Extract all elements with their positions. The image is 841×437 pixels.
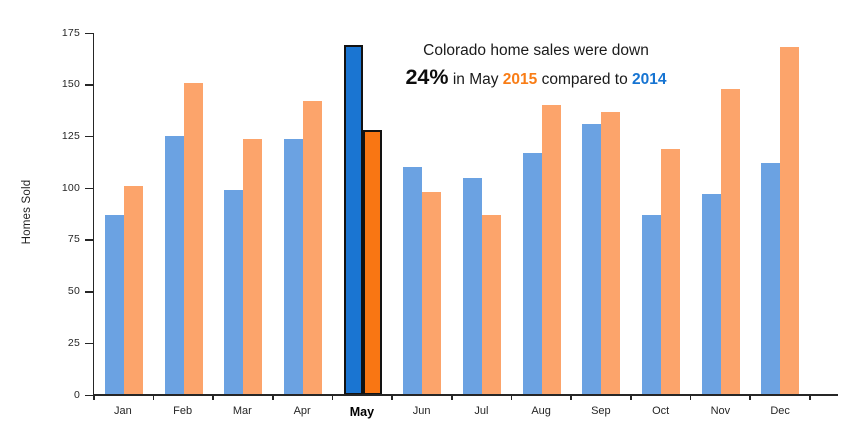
x-tick xyxy=(272,395,274,400)
bar-2015-jul xyxy=(481,215,501,395)
x-label-dec: Dec xyxy=(770,405,790,417)
y-axis-title: Homes Sold xyxy=(21,179,33,245)
bar-2015-feb xyxy=(183,82,203,395)
month-group-dec xyxy=(750,33,810,395)
bar-2015-jun xyxy=(422,192,442,395)
x-tick xyxy=(510,395,513,400)
annotation-2015: 2015 xyxy=(502,71,538,89)
x-label-jul: Jul xyxy=(474,405,489,417)
bar-2015-aug xyxy=(541,105,561,395)
y-tick-label: 150 xyxy=(61,78,80,91)
y-tick: 125 xyxy=(62,130,93,142)
bar-2014-jun xyxy=(403,167,423,395)
bar-2014-may xyxy=(343,45,363,395)
annotation-line1: Colorado home sales were down xyxy=(423,42,649,59)
y-tick-label: 175 xyxy=(61,26,80,39)
x-label-aug: Aug xyxy=(531,405,551,417)
bar-2014-mar xyxy=(224,190,244,395)
y-tick: 75 xyxy=(68,233,93,245)
bar-2014-aug xyxy=(522,152,542,395)
y-tick-label: 75 xyxy=(67,233,80,246)
plot-area: 0 25 50 75 100 125 150 175 xyxy=(62,27,811,401)
x-label-mar: Mar xyxy=(232,405,252,417)
x-tick xyxy=(152,395,155,400)
bar-2015-mar xyxy=(243,138,263,395)
bar-2014-dec xyxy=(761,163,781,395)
x-label-feb: Feb xyxy=(173,405,193,417)
x-tick xyxy=(809,395,811,400)
x-tick xyxy=(93,395,95,400)
month-group-jun xyxy=(392,33,452,395)
bar-2015-nov xyxy=(720,88,740,395)
month-group-aug xyxy=(512,33,572,395)
x-tick xyxy=(570,395,572,400)
y-tick-label: 0 xyxy=(73,388,80,401)
bar-2014-sep xyxy=(582,124,602,395)
bar-2015-sep xyxy=(601,111,621,395)
month-group-nov xyxy=(691,33,751,395)
bar-2015-dec xyxy=(780,47,800,395)
y-tick: 100 xyxy=(62,182,93,194)
annotation-2014: 2014 xyxy=(632,71,667,89)
month-group-mar xyxy=(213,33,273,395)
y-tick-label: 100 xyxy=(61,181,80,194)
bar-2014-oct xyxy=(641,215,661,395)
x-label-apr: Apr xyxy=(293,405,311,417)
bar-2014-jul xyxy=(462,177,482,395)
x-tick xyxy=(451,395,453,400)
y-tick: 175 xyxy=(62,27,93,39)
y-tick: 25 xyxy=(68,337,93,349)
bar-2014-jan xyxy=(104,215,124,395)
x-label-sep: Sep xyxy=(591,405,611,417)
month-group-apr xyxy=(273,33,333,395)
x-label-nov: Nov xyxy=(710,405,731,417)
y-tick-label: 50 xyxy=(67,285,80,298)
month-group-jul xyxy=(452,33,512,395)
month-group-jan xyxy=(94,33,154,395)
month-group-may xyxy=(333,33,393,395)
annotation-line2: 24% in May 2015 compared to 2014 xyxy=(368,62,704,93)
x-label-jun: Jun xyxy=(412,405,431,417)
x-label-oct: Oct xyxy=(652,405,670,417)
bar-2015-apr xyxy=(302,101,322,395)
x-tick xyxy=(391,395,393,400)
bar-2015-jan xyxy=(123,186,143,395)
bar-2015-may xyxy=(362,130,382,395)
annotation: Colorado home sales were down 24% in May… xyxy=(368,40,704,94)
month-group-oct xyxy=(631,33,691,395)
bar-2014-feb xyxy=(164,136,184,395)
y-tick-label: 125 xyxy=(61,129,80,142)
x-tick xyxy=(689,395,692,400)
month-group-sep xyxy=(571,33,631,395)
y-tick: 150 xyxy=(62,78,93,90)
annotation-mid2: compared to xyxy=(537,71,633,89)
x-tick xyxy=(630,395,632,400)
x-tick xyxy=(212,395,214,400)
x-label-jan: Jan xyxy=(114,405,132,417)
x-tick xyxy=(749,395,751,400)
y-tick: 0 xyxy=(74,389,93,401)
x-axis-labels: Jan Feb Mar Apr May Jun Jul Aug Sep Oct Nov Dec xyxy=(93,402,810,419)
x-label-may: May xyxy=(349,405,375,419)
y-tick-label: 25 xyxy=(67,336,80,349)
bars-container xyxy=(94,33,810,395)
bar-2014-nov xyxy=(701,194,721,395)
annotation-mid1: in May xyxy=(448,71,503,89)
annotation-percent: 24% xyxy=(405,65,449,90)
bar-2015-oct xyxy=(660,148,680,395)
month-group-feb xyxy=(154,33,214,395)
bar-2014-apr xyxy=(283,138,303,395)
x-axis-line xyxy=(93,394,838,396)
y-tick: 50 xyxy=(68,285,93,297)
x-tick xyxy=(331,395,334,400)
